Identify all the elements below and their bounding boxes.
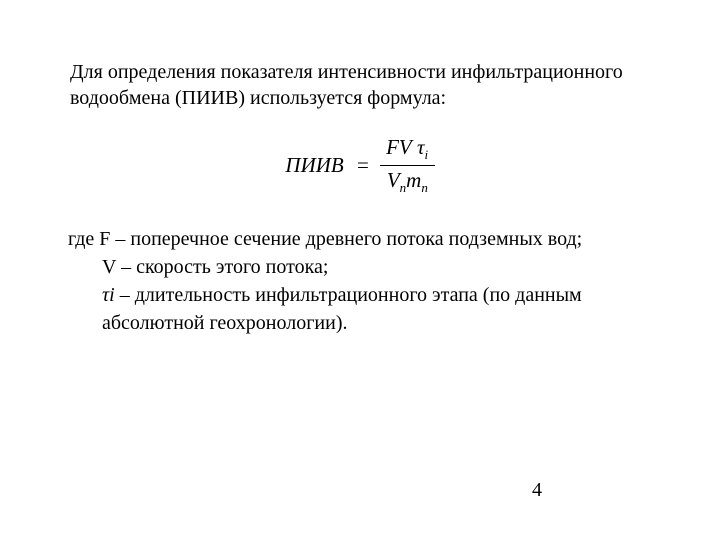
def-f: где F – поперечное сечение древнего пото… — [70, 225, 650, 253]
num-fv: FV — [386, 135, 412, 159]
tau-symbol: τi — [102, 284, 115, 306]
denominator: Vпmп — [380, 166, 434, 196]
equals-sign: = — [357, 153, 369, 178]
page: Для определения показателя интенсивности… — [0, 0, 720, 540]
def-v: V – скорость этого потока; — [70, 253, 650, 281]
numerator: FV τi — [380, 135, 434, 166]
formula-lhs: ПИИВ — [285, 153, 343, 178]
fraction: FV τi Vпmп — [380, 135, 434, 196]
den-m-sub: п — [421, 181, 428, 196]
den-v: V — [387, 168, 400, 192]
num-tau-sub: i — [425, 147, 429, 162]
page-number: 4 — [532, 479, 542, 502]
definitions: где F – поперечное сечение древнего пото… — [70, 225, 650, 337]
def-tau-text: – длительность инфильтрационного этапа (… — [102, 284, 582, 334]
intro-paragraph: Для определения показателя интенсивности… — [70, 60, 650, 111]
def-tau: τi – длительность инфильтрационного этап… — [70, 281, 650, 337]
formula-block: ПИИВ = FV τi Vпmп — [70, 135, 650, 196]
num-tau: τ — [417, 135, 425, 159]
den-m: m — [406, 168, 421, 192]
formula: ПИИВ = FV τi Vпmп — [285, 135, 434, 196]
